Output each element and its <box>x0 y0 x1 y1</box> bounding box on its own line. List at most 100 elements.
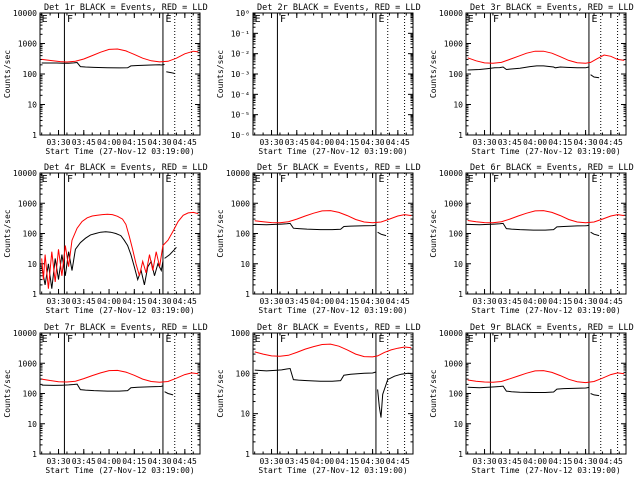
marker-label: E <box>255 334 261 345</box>
y-tick-label: 1000 <box>444 199 463 208</box>
x-tick-label: 04:15 <box>335 457 359 466</box>
y-axis-label: Counts/sec <box>216 50 225 98</box>
y-tick-label: 10000 <box>13 169 37 178</box>
x-axis-label: Start Time (27-Nov-12 03:19:00) <box>258 147 407 156</box>
y-tick-label: 100 <box>23 70 38 79</box>
series-line-events <box>590 74 600 79</box>
y-tick-label: 1 <box>245 450 250 459</box>
y-tick-label: 1 <box>32 450 37 459</box>
x-tick-label: 04:15 <box>548 297 572 306</box>
x-tick-label: 04:45 <box>173 138 197 147</box>
series-line-events <box>377 231 387 237</box>
series-line-events <box>164 246 177 259</box>
y-tick-label: 10⁻⁶ <box>231 131 250 140</box>
y-axis-label: Counts/sec <box>3 50 12 98</box>
marker-label: E <box>468 334 474 345</box>
x-tick-label: 04:45 <box>173 457 197 466</box>
x-tick-label: 04:45 <box>599 457 623 466</box>
series-line-lld <box>467 210 625 224</box>
x-tick-label: 04:45 <box>599 297 623 306</box>
panel-title: Det 5r BLACK = Events, RED = LLD <box>257 163 421 173</box>
series-line-lld <box>467 50 625 64</box>
x-tick-label: 04:15 <box>122 138 146 147</box>
y-tick-label: 1000 <box>18 199 37 208</box>
y-tick-label: 1000 <box>444 359 463 368</box>
x-tick-label: 04:00 <box>310 297 334 306</box>
y-tick-label: 10⁰ <box>236 9 250 18</box>
x-axis-label: Start Time (27-Nov-12 03:19:00) <box>258 466 407 475</box>
x-tick-label: 03:45 <box>498 457 522 466</box>
marker-label: E <box>165 14 171 25</box>
x-tick-label: 03:45 <box>285 457 309 466</box>
panel-title: Det 4r BLACK = Events, RED = LLD <box>44 163 208 173</box>
y-tick-label: 10⁻⁴ <box>231 90 250 99</box>
y-tick-label: 10000 <box>439 329 463 338</box>
y-axis-label: Counts/sec <box>429 209 438 257</box>
x-tick-label: 04:00 <box>310 138 334 147</box>
x-tick-label: 04:30 <box>148 138 172 147</box>
panel-title: Det 7r BLACK = Events, RED = LLD <box>44 323 208 333</box>
x-tick-label: 04:30 <box>574 457 598 466</box>
y-tick-label: 100 <box>449 70 464 79</box>
x-tick-label: 03:45 <box>285 297 309 306</box>
panel-2: Det 2r BLACK = Events, RED = LLD 10⁻⁶ 10⁻⁵… <box>216 3 421 156</box>
series-line-events <box>254 367 377 382</box>
panel-3: Det 3r BLACK = Events, RED = LLD 1 10 100 10… <box>429 3 634 156</box>
y-tick-label: 10 <box>453 260 463 269</box>
y-tick-label: 10 <box>453 101 463 110</box>
x-tick-label: 04:30 <box>148 297 172 306</box>
y-axis-label: Counts/sec <box>429 50 438 98</box>
x-tick-label: 04:00 <box>97 457 121 466</box>
y-tick-label: 10⁻³ <box>231 70 250 79</box>
panel-4: Det 4r BLACK = Events, RED = LLD 1 10 100 10… <box>3 163 208 315</box>
y-axis-label: Counts/sec <box>216 369 225 417</box>
y-tick-label: 10 <box>27 101 37 110</box>
x-tick-label: 03:45 <box>498 297 522 306</box>
marker-label: E <box>42 334 48 345</box>
series-line-events <box>467 222 590 231</box>
series-line-lld <box>41 48 199 63</box>
x-tick-label: 04:45 <box>386 138 410 147</box>
x-tick-label: 04:00 <box>310 457 334 466</box>
x-tick-label: 03:30 <box>46 138 70 147</box>
y-tick-label: 100 <box>449 230 464 239</box>
marker-label: E <box>42 174 48 185</box>
series-line-events <box>590 393 600 397</box>
marker-label: F <box>67 14 73 25</box>
panel-title: Det 1r BLACK = Events, RED = LLD <box>44 3 208 13</box>
x-axis-label: Start Time (27-Nov-12 03:19:00) <box>45 306 194 315</box>
marker-label: E <box>591 14 597 25</box>
y-tick-label: 10⁻¹ <box>231 29 250 38</box>
x-axis-label: Start Time (27-Nov-12 03:19:00) <box>471 147 620 156</box>
x-tick-label: 04:30 <box>361 457 385 466</box>
x-axis-label: Start Time (27-Nov-12 03:19:00) <box>471 466 620 475</box>
x-axis-label: Start Time (27-Nov-12 03:19:00) <box>258 306 407 315</box>
y-tick-label: 1 <box>245 290 250 299</box>
marker-label: F <box>280 14 286 25</box>
y-axis-label: Counts/sec <box>216 209 225 257</box>
marker-label: F <box>493 174 499 185</box>
y-axis-label: Counts/sec <box>3 369 12 417</box>
x-tick-label: 03:45 <box>72 138 96 147</box>
marker-label: E <box>255 174 261 185</box>
x-tick-label: 04:30 <box>148 457 172 466</box>
panel-title: Det 2r BLACK = Events, RED = LLD <box>257 3 421 13</box>
marker-label: E <box>591 174 597 185</box>
marker-label: E <box>591 334 597 345</box>
x-tick-label: 04:45 <box>599 138 623 147</box>
y-tick-label: 10⁻⁵ <box>231 111 250 120</box>
marker-label: E <box>165 334 171 345</box>
y-tick-label: 1 <box>458 131 463 140</box>
panel-1: Det 1r BLACK = Events, RED = LLD 1 10 100 10… <box>3 3 208 156</box>
y-tick-label: 100 <box>23 390 38 399</box>
x-tick-label: 04:15 <box>122 457 146 466</box>
x-tick-label: 04:00 <box>523 138 547 147</box>
y-tick-label: 1000 <box>231 199 250 208</box>
x-tick-label: 04:00 <box>523 457 547 466</box>
x-tick-label: 04:15 <box>122 297 146 306</box>
y-tick-label: 10000 <box>439 9 463 18</box>
x-tick-label: 04:00 <box>97 297 121 306</box>
marker-label: F <box>67 334 73 345</box>
x-tick-label: 04:15 <box>335 297 359 306</box>
marker-label: E <box>378 334 384 345</box>
